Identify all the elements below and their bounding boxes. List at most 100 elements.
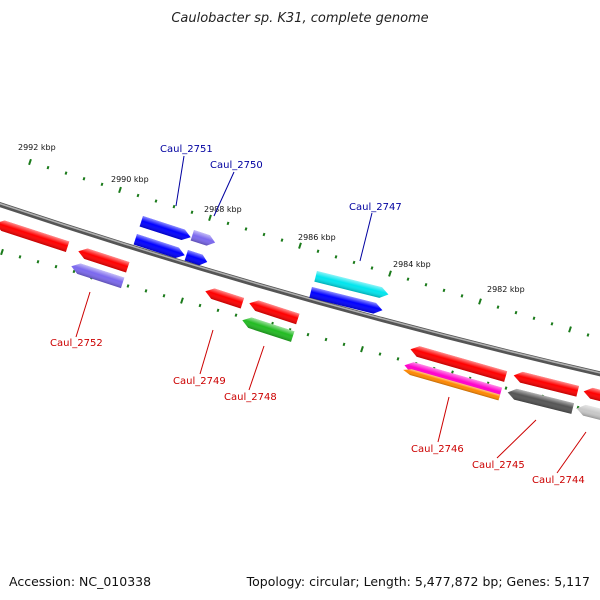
tick-lower-7: [126, 284, 130, 288]
ruler-label-2990: 2990 kbp: [111, 175, 149, 184]
tick-upper-29: [550, 322, 554, 326]
gene-shade-5: [190, 230, 216, 246]
tick-lower-9: [162, 294, 166, 298]
label-caul-2746: Caul_2746: [411, 444, 464, 455]
tick-upper-0: [28, 158, 32, 166]
leader-caul-2749: [199, 329, 214, 375]
tick-upper-25: [478, 298, 482, 305]
gene-shade-2: [71, 263, 125, 289]
gene-block-4[interactable]: [133, 234, 187, 261]
tick-upper-3: [82, 177, 86, 181]
tick-upper-17: [334, 255, 338, 259]
tick-upper-7: [154, 199, 158, 203]
tick-lower-22: [396, 357, 400, 361]
leader-caul-2745: [496, 419, 537, 459]
gene-shade-14: [403, 369, 501, 401]
tick-upper-30: [568, 326, 572, 333]
tick-lower-21: [378, 352, 382, 356]
leader-caul-2751: [175, 155, 185, 207]
accession-text: Accession: NC_010338: [9, 574, 151, 589]
leader-caul-2748: [248, 345, 265, 391]
gene-shade-6: [184, 250, 208, 266]
gene-shade-17: [583, 387, 600, 404]
gene-block-9[interactable]: [241, 315, 295, 342]
gene-block-17[interactable]: [582, 386, 600, 404]
genome-backbone-highlight: [0, 202, 600, 374]
tick-lower-3: [54, 264, 58, 269]
map-title: Caulobacter sp. K31, complete genome: [171, 11, 428, 26]
tick-upper-15: [298, 242, 302, 249]
label-caul-2750: Caul_2750: [210, 160, 263, 171]
gene-shade-18: [576, 404, 600, 421]
tick-lower-10: [180, 297, 184, 304]
gene-block-14[interactable]: [402, 367, 501, 401]
tick-upper-6: [136, 193, 140, 198]
label-caul-2751: Caul_2751: [160, 144, 213, 155]
tick-upper-27: [514, 310, 518, 315]
tick-lower-28: [504, 386, 508, 390]
leader-caul-2744: [556, 431, 587, 474]
ruler-label-2986: 2986 kbp: [298, 233, 336, 242]
tick-upper-20: [388, 270, 392, 277]
gene-block-1[interactable]: [77, 246, 130, 273]
tick-lower-17: [306, 332, 310, 337]
tick-upper-12: [244, 227, 248, 231]
genome-backbone: [0, 202, 600, 377]
leader-caul-2747: [359, 212, 373, 262]
tick-upper-13: [262, 232, 266, 237]
gene-shade-0: [0, 220, 70, 252]
gene-shade-1: [78, 248, 130, 273]
gene-shade-10: [314, 271, 389, 298]
label-caul-2752: Caul_2752: [50, 338, 103, 349]
gene-block-5[interactable]: [190, 230, 217, 248]
gene-block-6[interactable]: [184, 250, 209, 267]
tick-upper-19: [370, 266, 374, 270]
tick-row-upper: [28, 158, 590, 337]
gene-block-0[interactable]: [0, 218, 70, 252]
tick-lower-18: [324, 337, 328, 342]
tick-lower-19: [342, 342, 346, 347]
label-caul-2749: Caul_2749: [173, 376, 226, 387]
gene-block-11[interactable]: [309, 287, 383, 316]
gene-block-12[interactable]: [409, 344, 508, 382]
tick-upper-14: [280, 238, 284, 242]
genome-summary-text: Topology: circular; Length: 5,477,872 bp…: [246, 574, 590, 589]
tick-upper-21: [406, 277, 410, 281]
gene-block-15[interactable]: [512, 370, 580, 397]
tick-lower-1: [18, 255, 22, 259]
gene-shade-3: [139, 216, 191, 241]
ruler-label-2992: 2992 kbp: [18, 143, 56, 152]
leader-caul-2752: [75, 291, 91, 338]
gene-block-3[interactable]: [139, 216, 193, 243]
gene-block-10[interactable]: [314, 271, 389, 300]
gene-block-16[interactable]: [506, 387, 575, 414]
tick-upper-2: [64, 171, 68, 175]
ruler-label-2988: 2988 kbp: [204, 205, 242, 214]
gene-shade-9: [242, 317, 295, 342]
tick-upper-5: [118, 186, 122, 194]
gene-block-18[interactable]: [575, 403, 600, 421]
tick-lower-12: [216, 308, 220, 313]
ruler-label-2984: 2984 kbp: [393, 260, 431, 269]
tick-upper-8: [172, 204, 176, 209]
gene-shade-7: [205, 288, 245, 309]
tick-lower-0: [0, 248, 4, 256]
label-caul-2745: Caul_2745: [472, 460, 525, 471]
gene-block-2[interactable]: [70, 261, 125, 289]
tick-upper-23: [442, 288, 446, 293]
tick-lower-11: [198, 303, 202, 308]
tick-upper-24: [460, 294, 464, 298]
tick-upper-10: [208, 214, 212, 221]
tick-upper-16: [316, 249, 320, 254]
tick-lower-8: [144, 289, 148, 293]
gene-block-7[interactable]: [204, 286, 245, 309]
gene-block-8[interactable]: [248, 298, 300, 325]
tick-upper-18: [352, 260, 356, 265]
leader-caul-2746: [437, 396, 450, 443]
gene-shade-4: [133, 234, 185, 259]
leader-caul-2750: [213, 171, 235, 217]
ruler-label-2982: 2982 kbp: [487, 285, 525, 294]
tick-upper-9: [190, 210, 194, 214]
tick-lower-20: [360, 346, 364, 353]
